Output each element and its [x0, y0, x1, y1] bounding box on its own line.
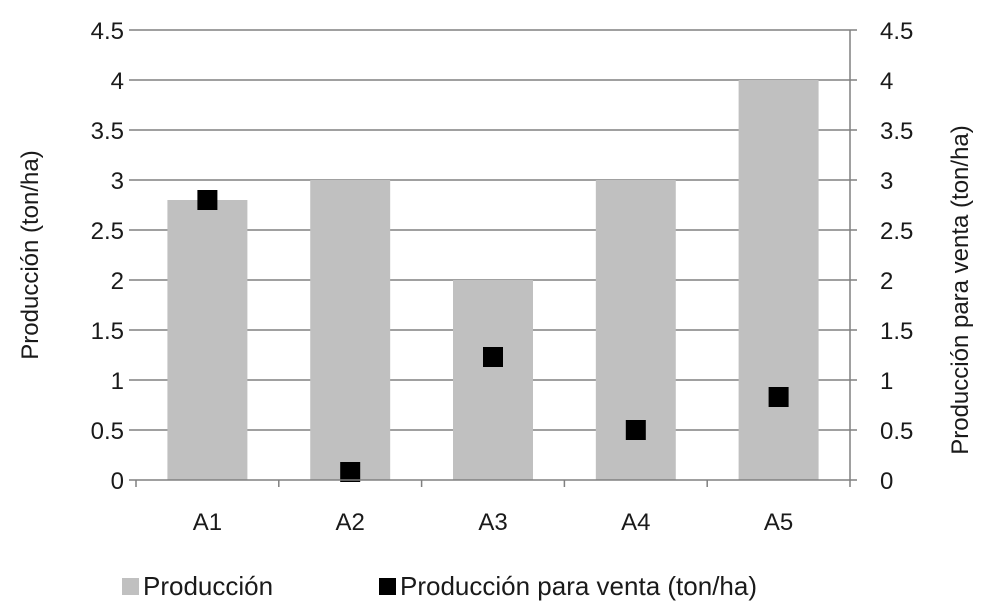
x-tick-label: A4: [621, 509, 650, 536]
y2-tick-label: 0.5: [880, 418, 913, 445]
legend-swatch-produccion: [122, 578, 139, 595]
x-tick-label: A2: [336, 509, 365, 536]
y-tick-label: 2: [111, 268, 124, 295]
y-tick-label: 4.5: [91, 18, 124, 45]
y2-tick-label: 4: [880, 68, 893, 95]
y2-tick-label: 2: [880, 268, 893, 295]
point-series: [197, 190, 789, 482]
y2-tick-label: 1: [880, 368, 893, 395]
x-tick-label: A1: [193, 509, 222, 536]
point-a2: [340, 462, 361, 482]
y2-tick-label: 3.5: [880, 118, 913, 145]
y-tick-label: 0: [111, 468, 124, 495]
y-axis-label: Producción (ton/ha): [17, 150, 44, 359]
point-a1: [197, 190, 218, 210]
y2-axis-label: Producción para venta (ton/ha): [947, 125, 974, 455]
bar-a1: [167, 200, 248, 480]
legend: Producción Producción para venta (ton/ha…: [122, 571, 757, 601]
axes: [129, 29, 857, 487]
point-a3: [483, 347, 503, 367]
bar-series: [167, 80, 819, 480]
point-a5: [768, 387, 789, 407]
point-a4: [625, 420, 646, 440]
y-tick-label: 1: [111, 368, 124, 395]
y-tick-label: 2.5: [91, 218, 124, 245]
gridlines: [136, 29, 850, 431]
y-tick-label: 3: [111, 168, 124, 195]
tick-labels: 0 0.5 1 1.5 2 2.5 3 3.5 4 4.5 0 0.5 1 1.5 2 2.5 3 3.5 4 4.5…: [91, 18, 914, 536]
legend-swatch-produccion-venta: [379, 578, 396, 595]
y-tick-label: 0.5: [91, 418, 124, 445]
legend-label-produccion: Producción: [143, 571, 273, 601]
y2-tick-label: 0: [880, 468, 893, 495]
y-tick-label: 1.5: [91, 318, 124, 345]
bar-a2: [310, 180, 391, 480]
y-tick-label: 4: [111, 68, 124, 95]
x-tick-label: A3: [478, 509, 507, 536]
bar-a3: [453, 280, 533, 480]
y2-tick-label: 2.5: [880, 218, 913, 245]
y2-tick-label: 1.5: [880, 318, 913, 345]
x-tick-label: A5: [764, 509, 793, 536]
legend-label-produccion-venta: Producción para venta (ton/ha): [400, 571, 757, 601]
y2-tick-label: 4.5: [880, 18, 913, 45]
y-tick-label: 3.5: [91, 118, 124, 145]
bar-a5: [738, 80, 819, 480]
y2-tick-label: 3: [880, 168, 893, 195]
